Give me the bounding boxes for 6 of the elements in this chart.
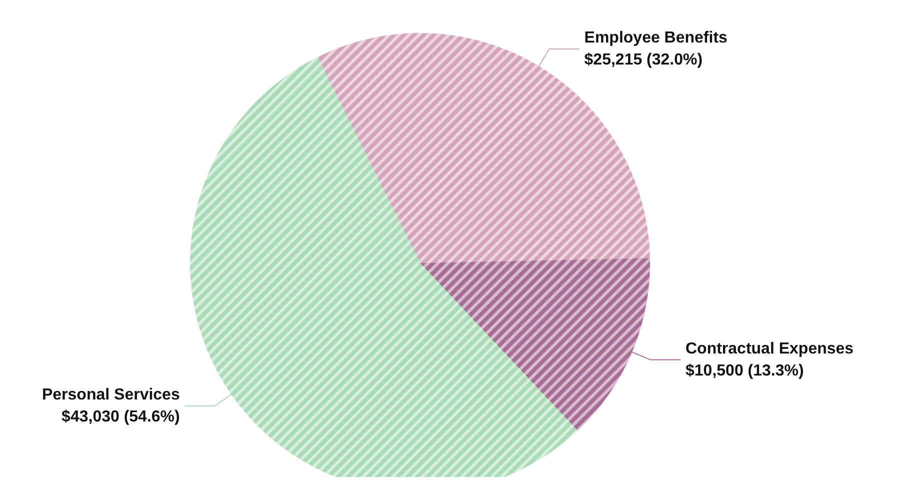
data-label: $10,500 (13.3%) xyxy=(686,362,804,380)
data-label: $43,030 (54.6%) xyxy=(62,408,180,426)
slice-label: Employee Benefits xyxy=(584,30,728,47)
data-label: $25,215 (32.0%) xyxy=(584,52,703,69)
slice-label: Personal Services xyxy=(42,386,180,404)
slice-label: Contractual Expenses xyxy=(686,340,854,358)
